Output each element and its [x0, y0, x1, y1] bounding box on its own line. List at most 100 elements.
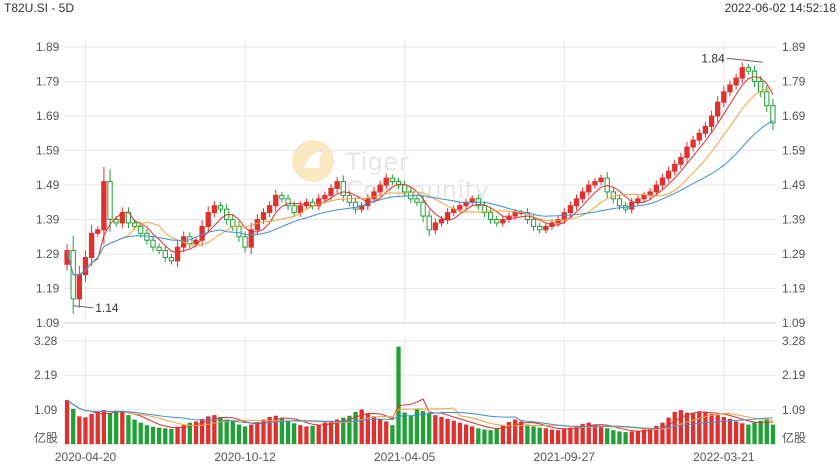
volume-bar [764, 418, 769, 444]
candle-body [138, 225, 144, 234]
volume-bar [678, 410, 684, 444]
volume-bar [114, 410, 119, 444]
volume-unit-label-left: 亿股 [34, 430, 58, 445]
volume-bar [89, 413, 94, 444]
volume-bar [746, 424, 751, 444]
price-tick-label-right: 1.49 [782, 178, 806, 192]
candle-body [193, 239, 199, 245]
volume-bar [623, 432, 628, 444]
candle-body [279, 194, 285, 200]
moving-averages [66, 76, 774, 432]
volume-bar [506, 422, 512, 444]
candle-body [561, 212, 567, 221]
ma10-line [66, 88, 773, 276]
volume-bar [494, 428, 499, 444]
volume-bar [451, 420, 456, 444]
candle-body [764, 91, 770, 107]
volume-bar [95, 411, 100, 444]
volume-bar [635, 430, 641, 444]
candle-body [758, 81, 764, 93]
candle-body [131, 222, 138, 227]
volume-bar [377, 418, 383, 444]
candle-body [494, 219, 500, 224]
volume-bar [261, 419, 266, 444]
candle-body [383, 177, 389, 186]
candle-body [340, 181, 346, 196]
volume-bar [611, 430, 616, 444]
price-tick-label-left: 1.79 [36, 75, 60, 89]
volume-bar [420, 411, 426, 444]
volume-bar [353, 411, 358, 444]
volume-bar [365, 413, 370, 444]
volume-bar [322, 422, 328, 444]
candle-body [567, 205, 574, 214]
price-tick-label-right: 1.29 [782, 247, 806, 261]
volume-bar [512, 419, 518, 444]
price-tick-label-right: 1.69 [782, 109, 806, 123]
candle-body [530, 219, 537, 227]
datetime-label: 2022-06-02 14:52:18 [724, 1, 836, 15]
volume-bar [690, 413, 696, 444]
volume-bar [445, 418, 450, 444]
candle-body [635, 198, 641, 203]
volume-bar [654, 425, 659, 444]
candle-body [217, 205, 224, 210]
candle-body [211, 205, 218, 214]
candle-body [616, 198, 623, 207]
candle-body [168, 256, 175, 262]
volume-bar [525, 424, 530, 444]
candle-body [205, 212, 211, 227]
candles [64, 62, 776, 314]
volume-bar [199, 418, 205, 444]
candle-body [389, 177, 396, 183]
candle-body [629, 201, 635, 210]
volume-bar [617, 431, 622, 444]
volume-bar [537, 427, 542, 444]
candle-body [512, 212, 518, 217]
candle-body [653, 184, 659, 193]
volume-bar [292, 423, 297, 444]
volume-bar [660, 422, 665, 444]
candle-body [88, 232, 95, 258]
date-tick-label: 2021-09-27 [534, 450, 596, 464]
volume-bar [580, 423, 585, 444]
price-tick-label-right: 1.59 [782, 144, 806, 158]
volume-bar [709, 413, 714, 444]
candle-body [119, 212, 125, 224]
candle-body [598, 177, 604, 183]
candle-body [334, 181, 340, 189]
candle-body [721, 91, 727, 103]
candle-body [739, 67, 745, 79]
volume-unit-label-right: 亿股 [782, 430, 806, 445]
volume-bar [150, 426, 156, 444]
candle-body [745, 67, 752, 72]
candle-body [604, 177, 610, 193]
volume-bar [218, 416, 223, 444]
volume-bar [414, 409, 420, 444]
candle-body [352, 201, 359, 210]
high-annotation-label: 1.84 [701, 51, 725, 65]
candle-body [82, 256, 89, 276]
volume-bar [715, 415, 720, 444]
candle-body [144, 232, 150, 241]
volume-bar [396, 346, 401, 444]
volume-bar [206, 416, 211, 444]
candle-body [727, 84, 733, 93]
candle-body [113, 219, 119, 224]
volume-bar [169, 428, 174, 444]
candle-body [672, 163, 678, 172]
volume-bar [279, 417, 285, 444]
volume-bar [347, 415, 352, 444]
volume-bar [83, 417, 88, 444]
candle-body [273, 194, 279, 207]
volume-bar [71, 408, 76, 444]
volume-bar [574, 425, 579, 444]
candle-body [101, 181, 107, 231]
price-tick-label-left: 1.49 [36, 178, 60, 192]
volume-bar [697, 411, 702, 444]
candle-body [316, 198, 322, 207]
volume-bar [519, 421, 524, 444]
candle-body [414, 198, 420, 203]
price-tick-label-right: 1.39 [782, 213, 806, 227]
